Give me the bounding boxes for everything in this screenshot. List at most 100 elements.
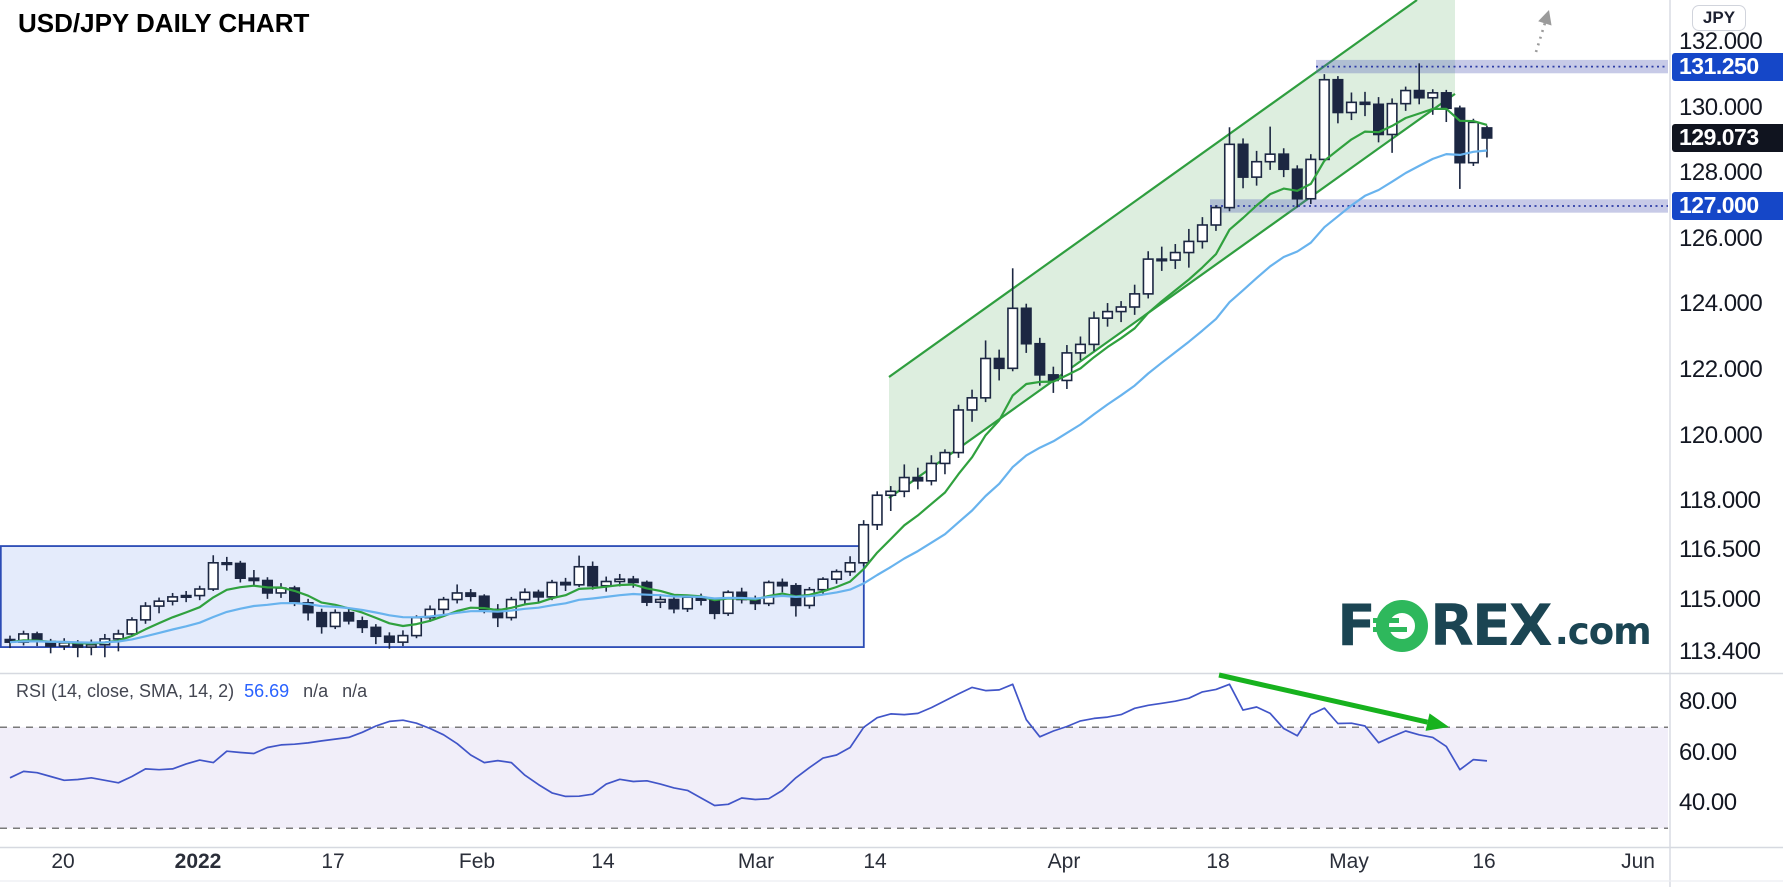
candle[interactable] bbox=[519, 591, 531, 601]
candle[interactable] bbox=[1196, 224, 1208, 243]
candle[interactable] bbox=[1400, 89, 1412, 105]
candle[interactable] bbox=[627, 578, 639, 584]
candle[interactable] bbox=[654, 598, 666, 603]
candle[interactable] bbox=[397, 634, 409, 643]
candle[interactable] bbox=[1264, 153, 1276, 163]
candle[interactable] bbox=[1278, 153, 1290, 171]
candle[interactable] bbox=[1020, 307, 1032, 345]
candle[interactable] bbox=[844, 561, 856, 573]
candle[interactable] bbox=[546, 581, 558, 598]
time-tick-Mar: Mar bbox=[737, 850, 775, 873]
candle[interactable] bbox=[980, 357, 992, 399]
ascending-channel[interactable] bbox=[889, 0, 1455, 498]
candle[interactable] bbox=[898, 476, 910, 493]
rsi-pane[interactable] bbox=[0, 683, 1668, 829]
candle[interactable] bbox=[207, 561, 219, 590]
candle[interactable] bbox=[1481, 127, 1493, 139]
candle[interactable] bbox=[1142, 258, 1154, 295]
candle[interactable] bbox=[1454, 107, 1466, 164]
candle[interactable] bbox=[871, 494, 883, 526]
candle[interactable] bbox=[803, 588, 816, 607]
candle[interactable] bbox=[573, 565, 585, 586]
candle[interactable] bbox=[1345, 101, 1357, 114]
candle[interactable] bbox=[763, 581, 775, 605]
candle[interactable] bbox=[817, 578, 829, 591]
candle[interactable] bbox=[1034, 342, 1046, 376]
candle[interactable] bbox=[1074, 343, 1086, 354]
candle[interactable] bbox=[1169, 251, 1181, 261]
candle[interactable] bbox=[966, 397, 978, 411]
candle[interactable] bbox=[1427, 92, 1439, 99]
symbol-chip: JPY bbox=[1692, 5, 1746, 31]
candle[interactable] bbox=[1359, 101, 1371, 106]
candle[interactable] bbox=[830, 570, 843, 580]
price-level-band-127.000[interactable] bbox=[1210, 199, 1668, 213]
candle[interactable] bbox=[478, 595, 490, 611]
candle[interactable] bbox=[1291, 168, 1303, 200]
candle[interactable] bbox=[641, 581, 653, 603]
candle[interactable] bbox=[194, 588, 206, 597]
candle[interactable] bbox=[1373, 103, 1385, 136]
candle[interactable] bbox=[559, 581, 572, 586]
candle[interactable] bbox=[1061, 352, 1073, 382]
candle[interactable] bbox=[952, 409, 965, 454]
candle[interactable] bbox=[383, 635, 395, 643]
candle[interactable] bbox=[1102, 310, 1114, 319]
candle[interactable] bbox=[112, 633, 124, 640]
candle[interactable] bbox=[465, 592, 477, 598]
candle[interactable] bbox=[925, 462, 937, 482]
candle[interactable] bbox=[1156, 258, 1168, 262]
candle[interactable] bbox=[993, 357, 1005, 370]
candles[interactable] bbox=[4, 63, 1493, 658]
candle[interactable] bbox=[1183, 240, 1195, 254]
candle[interactable] bbox=[1007, 307, 1019, 370]
candle[interactable] bbox=[370, 626, 382, 638]
time-tick-14: 14 bbox=[591, 850, 615, 873]
candle[interactable] bbox=[126, 619, 138, 635]
candle[interactable] bbox=[1251, 160, 1263, 178]
candle[interactable] bbox=[1088, 317, 1100, 346]
candle[interactable] bbox=[85, 643, 97, 648]
candle[interactable] bbox=[356, 620, 368, 629]
candle[interactable] bbox=[438, 598, 450, 611]
candle[interactable] bbox=[532, 591, 545, 598]
candle[interactable] bbox=[1467, 121, 1479, 164]
candle[interactable] bbox=[885, 490, 897, 497]
candle[interactable] bbox=[1386, 102, 1398, 136]
candle[interactable] bbox=[180, 594, 192, 598]
candle[interactable] bbox=[153, 600, 165, 607]
candle[interactable] bbox=[858, 523, 870, 564]
candle[interactable] bbox=[343, 611, 355, 622]
candle[interactable] bbox=[776, 581, 788, 587]
candle[interactable] bbox=[722, 591, 734, 615]
candle[interactable] bbox=[167, 596, 179, 602]
candle[interactable] bbox=[1413, 89, 1425, 99]
candle[interactable] bbox=[329, 611, 341, 628]
candle[interactable] bbox=[1129, 293, 1141, 308]
candle[interactable] bbox=[316, 611, 328, 628]
candle[interactable] bbox=[681, 596, 694, 610]
candle[interactable] bbox=[1115, 306, 1127, 313]
candle[interactable] bbox=[1332, 78, 1344, 114]
candle[interactable] bbox=[1237, 143, 1249, 178]
candle[interactable] bbox=[1440, 92, 1452, 110]
candle[interactable] bbox=[668, 598, 680, 610]
candle[interactable] bbox=[1210, 206, 1222, 226]
candle[interactable] bbox=[234, 562, 246, 580]
candle[interactable] bbox=[939, 451, 951, 465]
candle[interactable] bbox=[600, 580, 612, 587]
candle[interactable] bbox=[912, 476, 924, 482]
candle[interactable] bbox=[1223, 143, 1236, 209]
candle[interactable] bbox=[1318, 78, 1330, 161]
candle[interactable] bbox=[221, 561, 233, 566]
candle[interactable] bbox=[709, 599, 721, 615]
candle[interactable] bbox=[248, 577, 260, 582]
candle[interactable] bbox=[614, 578, 626, 583]
candle[interactable] bbox=[139, 605, 152, 621]
candle[interactable] bbox=[451, 592, 463, 601]
candle[interactable] bbox=[302, 602, 314, 614]
candle[interactable] bbox=[587, 565, 599, 587]
candle[interactable] bbox=[410, 616, 423, 637]
candle[interactable] bbox=[1305, 158, 1317, 200]
